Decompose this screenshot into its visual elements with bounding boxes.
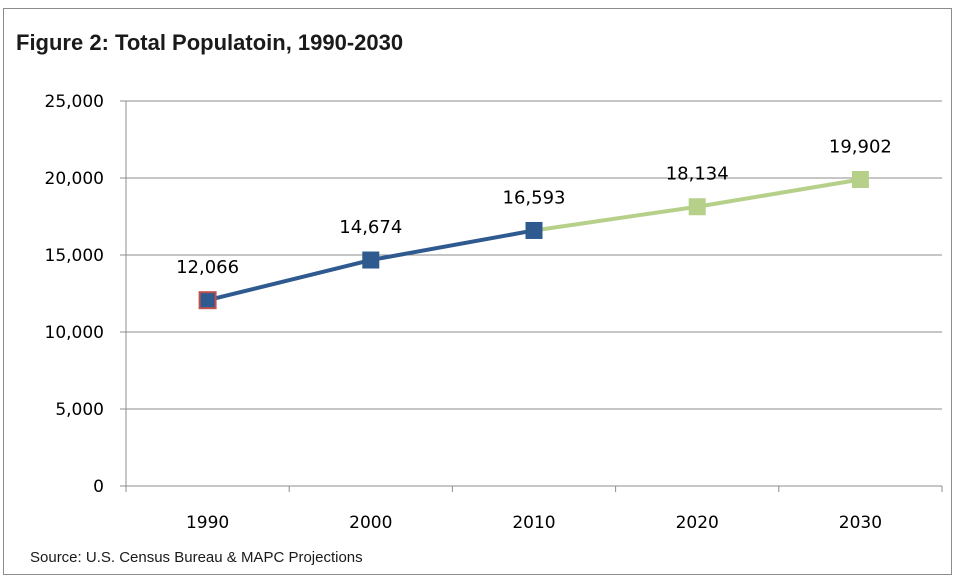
y-tick-label: 25,000 [45, 92, 104, 112]
data-point-marker [198, 291, 217, 310]
x-tick-label: 1990 [186, 513, 229, 533]
data-point-marker [851, 171, 869, 189]
series-line-segment [695, 177, 863, 209]
y-tick-label: 5,000 [55, 400, 104, 420]
series-line-segment [532, 204, 700, 233]
x-tick-label: 2000 [349, 513, 392, 533]
data-label: 14,674 [339, 217, 402, 238]
x-tick-label: 2010 [512, 513, 555, 533]
x-tick-label: 2030 [839, 513, 882, 533]
data-point-marker [362, 251, 380, 269]
y-tick-label: 10,000 [45, 323, 104, 343]
data-point-marker [525, 221, 543, 239]
x-tick-label: 2020 [676, 513, 719, 533]
chart-title: Figure 2: Total Populatoin, 1990-2030 [16, 30, 404, 55]
chart-frame [3, 8, 952, 575]
data-label: 18,134 [666, 164, 729, 185]
source-note: Source: U.S. Census Bureau & MAPC Projec… [30, 549, 363, 566]
data-label: 19,902 [829, 137, 892, 158]
y-tick-label: 15,000 [45, 246, 104, 266]
data-label: 16,593 [503, 187, 566, 208]
data-point-marker [688, 198, 706, 216]
series-line-segment [205, 258, 373, 303]
data-label: 12,066 [176, 257, 239, 278]
y-tick-label: 0 [93, 477, 104, 497]
series-line-segment [368, 228, 536, 263]
y-tick-label: 20,000 [45, 169, 104, 189]
